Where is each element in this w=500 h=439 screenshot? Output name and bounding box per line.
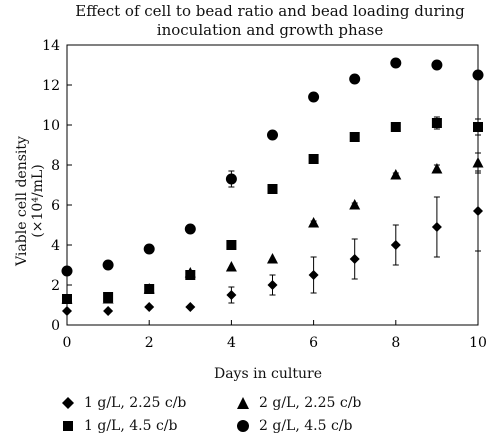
data-point-triangle [431,163,443,174]
x-tick-label: 8 [391,335,400,351]
x-tick-label: 2 [145,335,154,351]
y-axis-label: Viable cell density (×10⁴/mL) [14,136,46,266]
data-point-triangle [225,261,237,272]
data-point-square [431,118,442,128]
x-tick-label: 0 [63,335,72,351]
legend-label: 1 g/L, 4.5 c/b [84,418,178,434]
data-point-diamond [62,306,72,316]
data-point-circle [349,73,361,85]
y-tick-label: 8 [51,158,60,174]
x-tick-label: 6 [309,335,318,351]
data-point-circle [472,69,484,81]
legend-item-2g-4-5: 2 g/L, 4.5 c/b [235,416,352,436]
data-point-diamond [390,240,401,250]
legend-label: 1 g/L, 2.25 c/b [84,395,187,411]
data-point-diamond [473,206,483,216]
diamond-marker-icon [62,397,74,409]
chart-title-line-2: inoculation and growth phase [156,21,384,39]
data-point-circle [184,223,196,235]
data-point-circle [143,243,155,255]
y-tick-label: 12 [42,78,60,94]
data-point-square [473,122,483,132]
legend-item-2g-2-25: 2 g/L, 2.25 c/b [235,393,361,413]
data-point-circle [102,259,114,271]
data-point-triangle [308,217,320,228]
square-marker-icon [63,421,73,431]
data-point-circle [308,91,320,103]
y-tick-label: 10 [42,118,60,134]
data-point-square [103,292,114,302]
data-point-diamond [349,254,360,264]
data-point-triangle [390,169,402,180]
data-point-square [308,154,319,164]
legend-label: 2 g/L, 2.25 c/b [259,395,362,411]
data-point-square [185,270,196,280]
chart-legend: 1 g/L, 2.25 c/b 1 g/L, 4.5 c/b 2 g/L, 2.… [56,393,476,437]
data-point-square [226,240,237,250]
data-point-circle [225,173,237,185]
y-tick-label: 14 [42,38,60,54]
data-point-square [267,184,278,194]
y-tick-label: 2 [51,278,60,294]
data-point-circle [431,59,443,71]
data-point-diamond [185,302,196,312]
legend-item-1g-2-25: 1 g/L, 2.25 c/b [60,393,186,413]
data-point-square [349,132,360,142]
data-point-diamond [103,306,114,316]
circle-marker-icon [237,420,249,432]
y-tick-label: 0 [51,318,60,334]
x-axis-label: Days in culture [213,366,322,382]
data-point-square [390,122,401,132]
data-point-circle [390,57,402,69]
data-point-square [62,294,72,304]
legend-item-1g-4-5: 1 g/L, 4.5 c/b [60,416,177,436]
data-point-diamond [267,280,278,290]
y-tick-label: 6 [51,198,60,214]
data-point-diamond [308,270,319,280]
data-point-diamond [144,302,155,312]
legend-label: 2 g/L, 4.5 c/b [259,418,353,434]
triangle-marker-icon [237,397,249,409]
data-point-square [144,284,155,294]
data-point-circle [267,129,278,141]
data-point-circle [61,265,73,277]
data-point-diamond [431,222,442,232]
x-tick-label: 4 [227,335,236,351]
data-point-triangle [472,157,484,168]
x-tick-label: 10 [469,335,487,351]
data-point-diamond [226,290,237,300]
y-tick-label: 4 [51,238,60,254]
data-point-triangle [349,199,361,210]
data-point-triangle [267,253,278,264]
chart-title-line-1: Effect of cell to bead ratio and bead lo… [75,2,465,20]
